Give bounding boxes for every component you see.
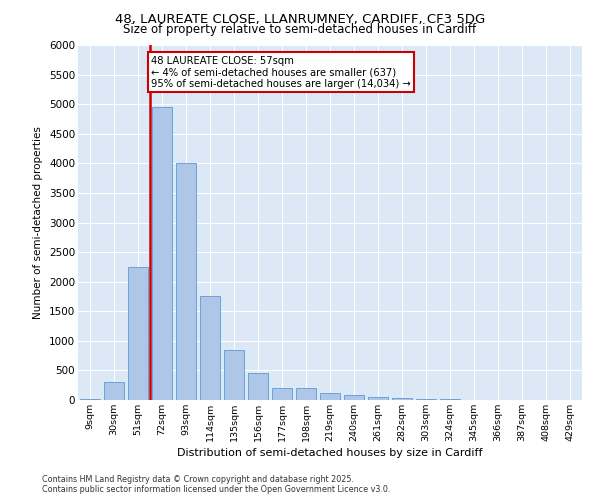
Bar: [128, 267, 148, 400]
Bar: [392, 398, 412, 400]
Bar: [416, 398, 436, 400]
X-axis label: Distribution of semi-detached houses by size in Cardiff: Distribution of semi-detached houses by …: [177, 448, 483, 458]
Text: 48, LAUREATE CLOSE, LLANRUMNEY, CARDIFF, CF3 5DG: 48, LAUREATE CLOSE, LLANRUMNEY, CARDIFF,…: [115, 12, 485, 26]
Bar: [152, 107, 172, 400]
Bar: [224, 350, 244, 400]
Text: Contains HM Land Registry data © Crown copyright and database right 2025.
Contai: Contains HM Land Registry data © Crown c…: [42, 474, 391, 494]
Bar: [368, 397, 388, 400]
Bar: [440, 399, 460, 400]
Text: 48 LAUREATE CLOSE: 57sqm
← 4% of semi-detached houses are smaller (637)
95% of s: 48 LAUREATE CLOSE: 57sqm ← 4% of semi-de…: [151, 56, 411, 89]
Bar: [104, 382, 124, 400]
Bar: [200, 296, 220, 400]
Bar: [176, 164, 196, 400]
Text: Size of property relative to semi-detached houses in Cardiff: Size of property relative to semi-detach…: [124, 22, 476, 36]
Bar: [296, 388, 316, 400]
Bar: [344, 394, 364, 400]
Y-axis label: Number of semi-detached properties: Number of semi-detached properties: [34, 126, 43, 319]
Bar: [320, 393, 340, 400]
Bar: [248, 374, 268, 400]
Bar: [80, 398, 100, 400]
Bar: [272, 388, 292, 400]
